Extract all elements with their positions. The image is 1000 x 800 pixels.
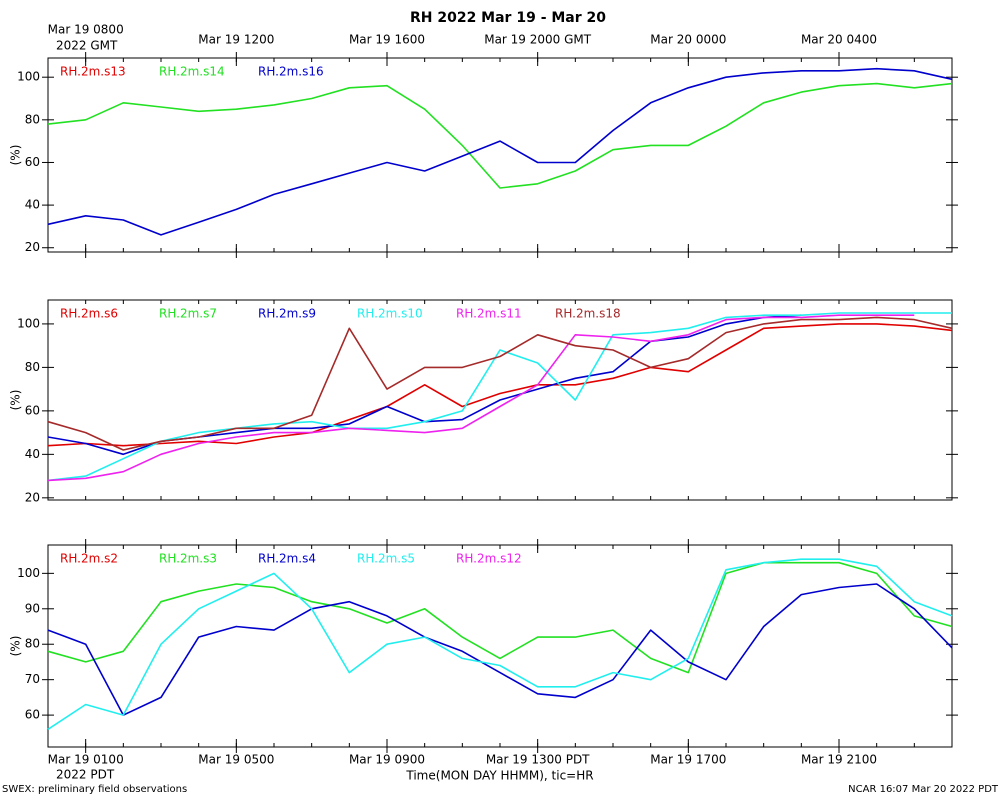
x-tick-label: Mar 19 1600: [349, 33, 425, 47]
x-tick-label: Mar 19 0900: [349, 753, 425, 767]
plot-frame: [47, 57, 953, 253]
x-tick-label: Mar 19 0800: [48, 23, 124, 37]
series-line: [47, 316, 953, 451]
series-line: [47, 67, 953, 236]
y-tick-label: 60: [25, 155, 40, 169]
y-axis-label: (%): [9, 636, 23, 657]
series-line: [47, 323, 953, 447]
footer-right: NCAR 16:07 Mar 20 2022 PDT: [848, 784, 999, 795]
x-tick-label: Mar 19 2000 GMT: [484, 33, 592, 47]
legend-entry: RH.2m.s12: [456, 552, 522, 566]
y-tick-label: 80: [25, 112, 40, 126]
x-tick-label: Mar 19 0500: [198, 753, 274, 767]
legend-entry: RH.2m.s3: [159, 552, 217, 566]
y-tick-label: 70: [25, 672, 40, 686]
y-tick-label: 100: [17, 566, 40, 580]
x-axis-label: Time(MON DAY HHMM), tic=HR: [405, 769, 593, 783]
x-tick-label: Mar 19 0100: [48, 753, 124, 767]
series-line: [47, 82, 953, 189]
legend-entry: RH.2m.s7: [159, 307, 217, 321]
series-line: [47, 558, 953, 730]
x-tick-label: Mar 19 1700: [650, 753, 726, 767]
legend-entry: RH.2m.s10: [357, 307, 423, 321]
y-axis-label: (%): [9, 145, 23, 166]
x-axis-note: 2022 PDT: [56, 768, 115, 782]
x-axis-note: 2022 GMT: [56, 39, 118, 53]
y-tick-label: 60: [25, 708, 40, 722]
y-tick-label: 20: [25, 240, 40, 254]
series-line: [47, 561, 953, 674]
legend-entry: RH.2m.s9: [258, 307, 316, 321]
legend-entry: RH.2m.s2: [60, 552, 118, 566]
x-tick-label: Mar 19 1200: [198, 33, 274, 47]
y-tick-label: 100: [17, 316, 40, 330]
y-tick-label: 40: [25, 447, 40, 461]
x-tick-label: Mar 20 0000: [650, 33, 726, 47]
y-tick-label: 20: [25, 490, 40, 504]
legend-entry: RH.2m.s13: [60, 65, 126, 79]
legend-entry: RH.2m.s18: [555, 307, 621, 321]
legend-entry: RH.2m.s16: [258, 65, 324, 79]
legend-entry: RH.2m.s5: [357, 552, 415, 566]
y-tick-label: 60: [25, 403, 40, 417]
plot-frame: [47, 544, 953, 748]
y-axis-label: (%): [9, 390, 23, 411]
y-tick-label: 80: [25, 637, 40, 651]
y-tick-label: 100: [17, 70, 40, 84]
y-tick-label: 90: [25, 601, 40, 615]
x-tick-label: Mar 19 1300 PDT: [486, 753, 590, 767]
x-tick-label: Mar 19 2100: [801, 753, 877, 767]
chart-title: RH 2022 Mar 19 - Mar 20: [410, 10, 606, 26]
series-line: [47, 314, 915, 482]
legend-entry: RH.2m.s11: [456, 307, 522, 321]
legend-entry: RH.2m.s14: [159, 65, 225, 79]
footer-left: SWEX: preliminary field observations: [2, 784, 187, 795]
legend-entry: RH.2m.s4: [258, 552, 316, 566]
series-line: [47, 312, 952, 482]
series-line: [47, 583, 953, 716]
y-tick-label: 80: [25, 360, 40, 374]
y-tick-label: 40: [25, 198, 40, 212]
legend-entry: RH.2m.s6: [60, 307, 118, 321]
x-tick-label: Mar 20 0400: [801, 33, 877, 47]
